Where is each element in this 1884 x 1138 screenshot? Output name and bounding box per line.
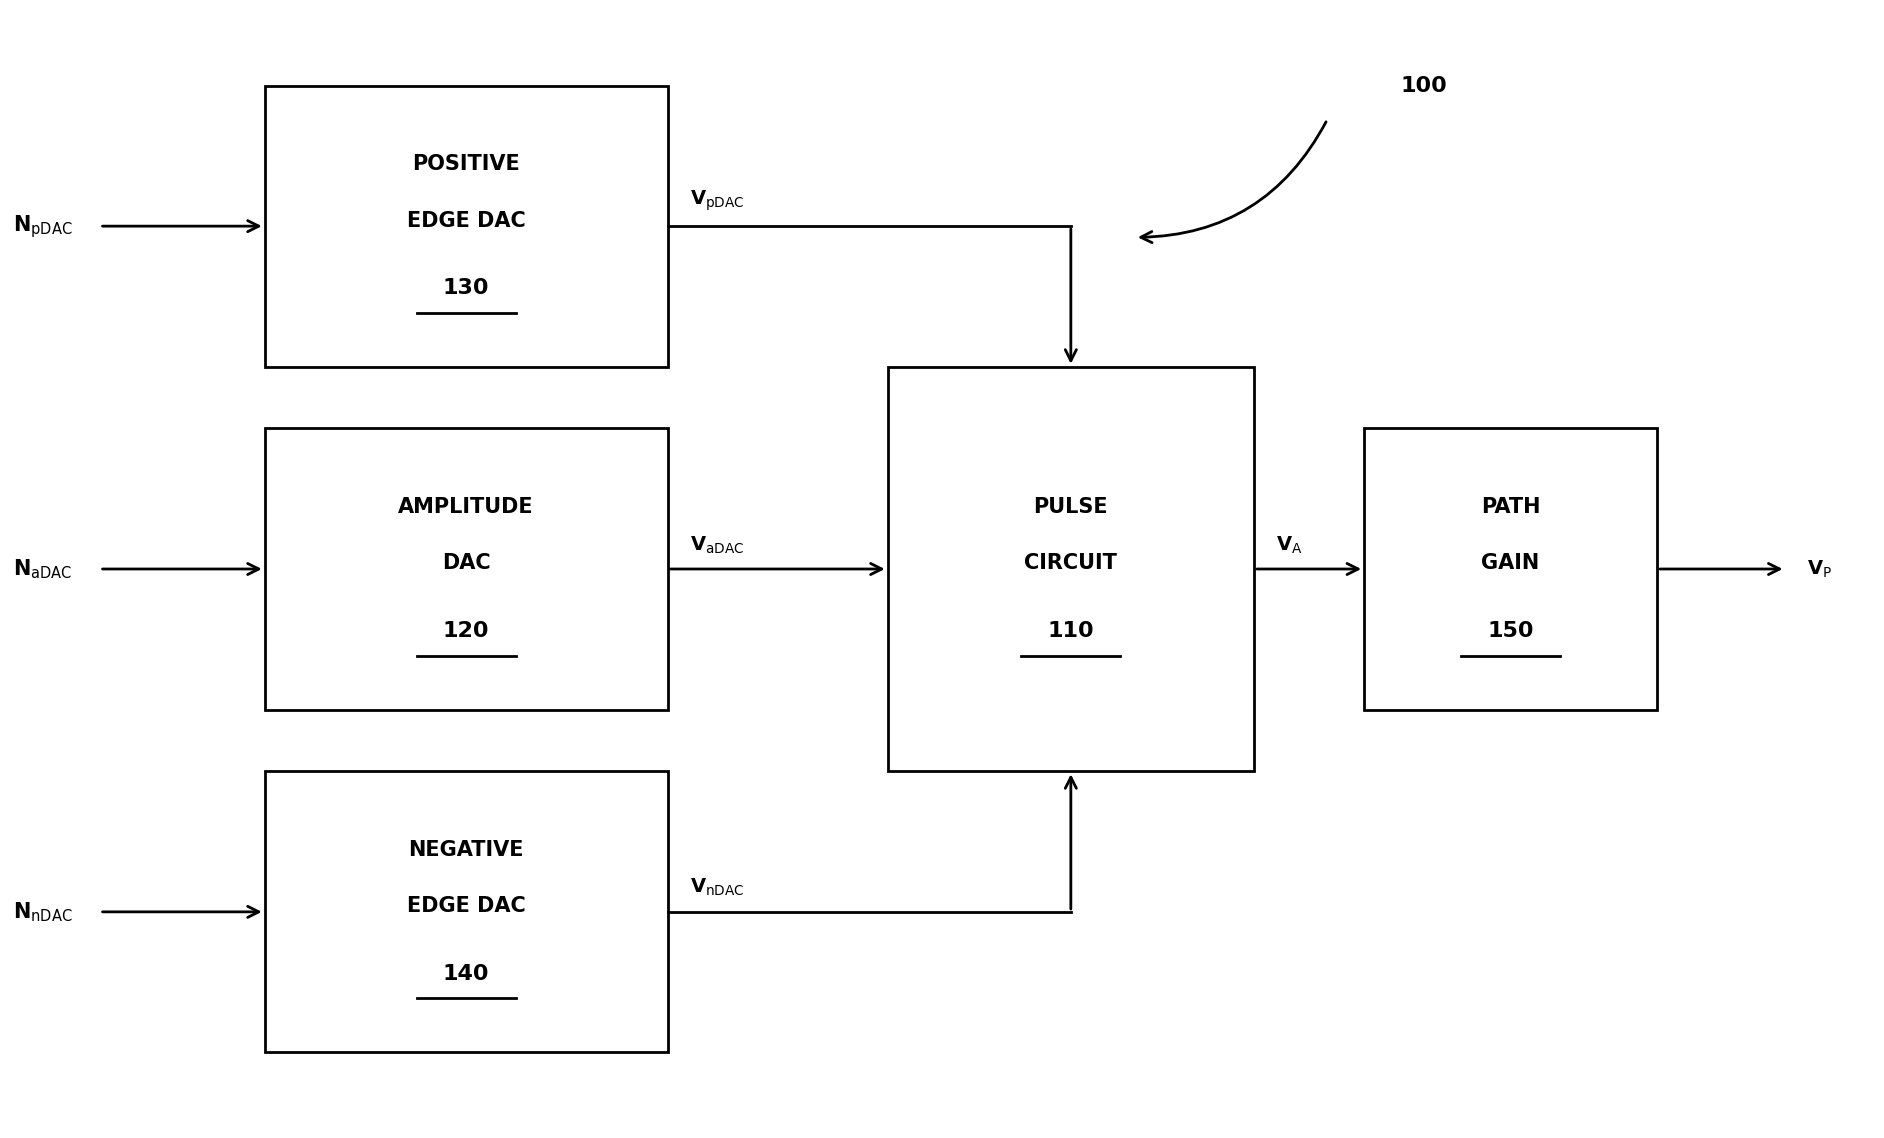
Text: 120: 120	[443, 621, 490, 641]
Text: PULSE: PULSE	[1034, 497, 1108, 517]
FancyBboxPatch shape	[264, 772, 667, 1053]
Text: 140: 140	[443, 964, 490, 983]
Text: V$_{\sf aDAC}$: V$_{\sf aDAC}$	[690, 534, 744, 555]
Text: N$_{\sf nDAC}$: N$_{\sf nDAC}$	[13, 900, 72, 924]
Text: CIRCUIT: CIRCUIT	[1025, 553, 1117, 574]
Text: DAC: DAC	[443, 553, 490, 574]
Text: 130: 130	[443, 278, 490, 298]
Text: V$_{\sf nDAC}$: V$_{\sf nDAC}$	[690, 877, 744, 898]
Text: V$_{\sf A}$: V$_{\sf A}$	[1275, 534, 1302, 555]
Text: 100: 100	[1400, 75, 1447, 96]
Text: GAIN: GAIN	[1481, 553, 1539, 574]
Text: AMPLITUDE: AMPLITUDE	[398, 497, 533, 517]
Text: N$_{\sf aDAC}$: N$_{\sf aDAC}$	[13, 558, 72, 580]
FancyBboxPatch shape	[1364, 429, 1658, 709]
Text: N$_{\sf pDAC}$: N$_{\sf pDAC}$	[13, 213, 72, 239]
Text: EDGE DAC: EDGE DAC	[407, 211, 526, 231]
Text: PATH: PATH	[1481, 497, 1541, 517]
FancyBboxPatch shape	[264, 429, 667, 709]
Text: V$_{\sf P}$: V$_{\sf P}$	[1807, 559, 1833, 579]
Text: NEGATIVE: NEGATIVE	[409, 840, 524, 860]
Text: EDGE DAC: EDGE DAC	[407, 897, 526, 916]
FancyBboxPatch shape	[264, 85, 667, 366]
Text: POSITIVE: POSITIVE	[413, 155, 520, 174]
FancyBboxPatch shape	[887, 366, 1255, 772]
Text: 110: 110	[1048, 621, 1095, 641]
Text: 150: 150	[1486, 621, 1534, 641]
Text: V$_{\sf pDAC}$: V$_{\sf pDAC}$	[690, 188, 744, 213]
